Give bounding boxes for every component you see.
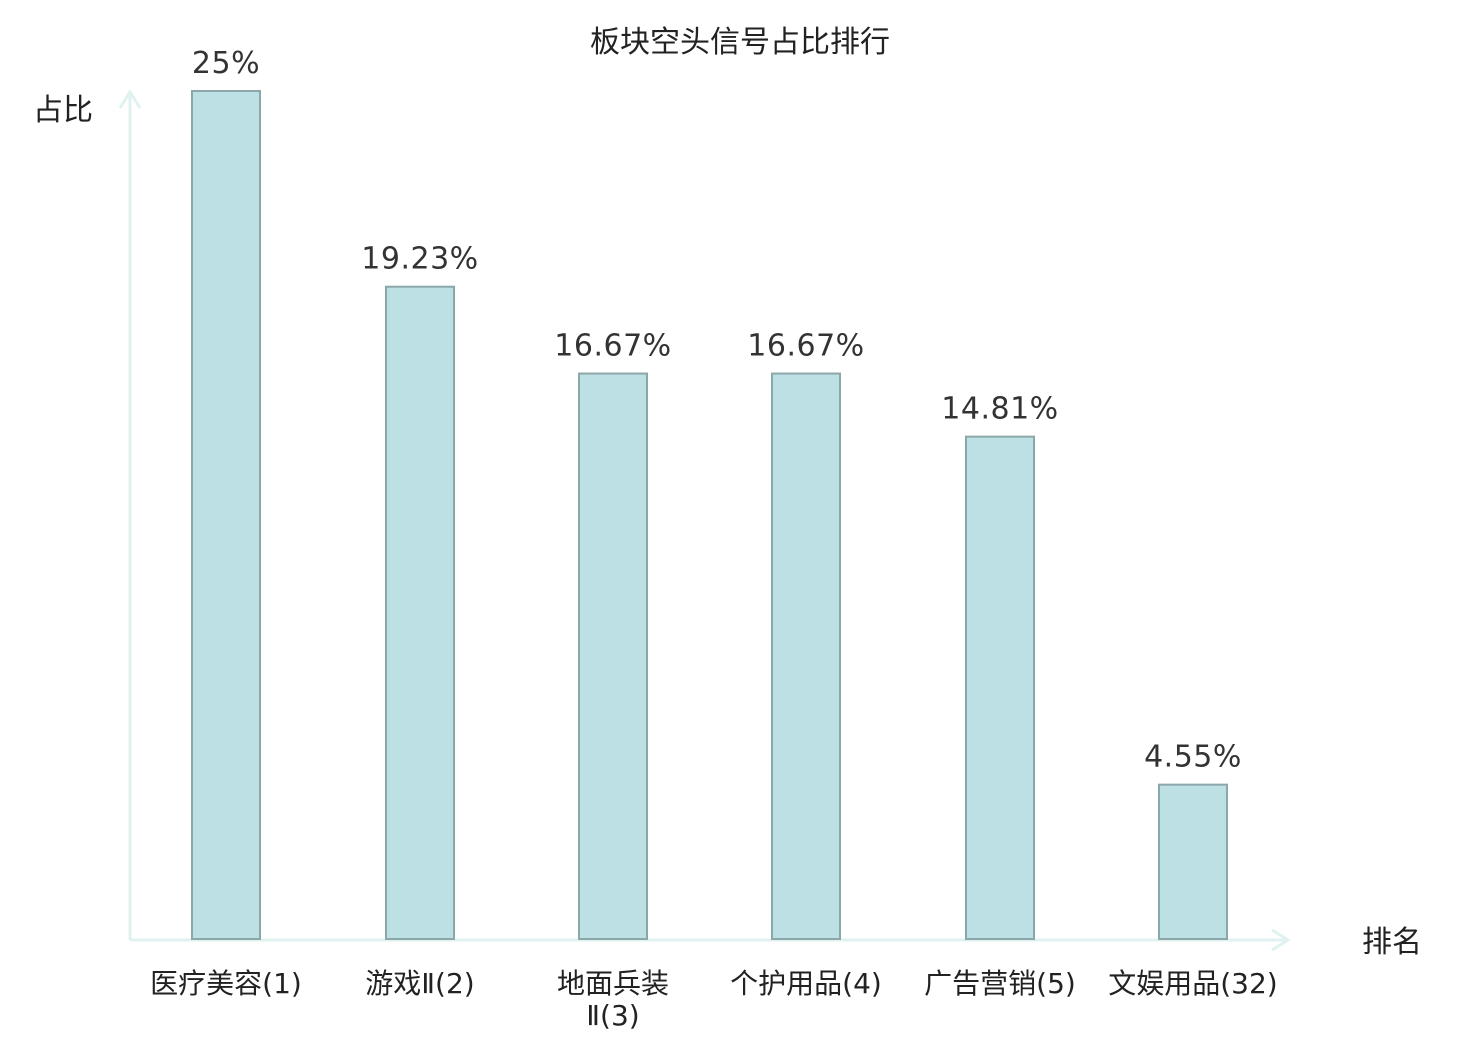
- bar-3: [578, 372, 648, 940]
- bar-value-label-1: 25%: [192, 46, 260, 81]
- bar-value-label-6: 4.55%: [1144, 740, 1242, 775]
- value-labels-group: 25% 19.23% 16.67% 16.67% 14.81% 4.55%: [192, 46, 1242, 775]
- bars-group: [191, 90, 1228, 941]
- bar-4: [771, 372, 841, 940]
- category-labels-group: 医疗美容(1) 游戏Ⅱ(2) 地面兵装 Ⅱ(3) 个护用品(4) 广告营销(5) 文娱用品(…: [150, 967, 1278, 1032]
- bar-6: [1158, 783, 1228, 940]
- category-label-6: 文娱用品(32): [1108, 967, 1277, 1000]
- chart-title: 板块空头信号占比排行: [590, 25, 890, 60]
- category-label-3: 地面兵装 Ⅱ(3): [557, 967, 669, 1032]
- bar-value-label-4: 16.67%: [747, 329, 864, 364]
- bar-5: [965, 435, 1035, 940]
- bar-2: [385, 285, 455, 941]
- bar-value-label-2: 19.23%: [361, 242, 478, 277]
- category-label-2: 游戏Ⅱ(2): [365, 967, 474, 1000]
- bar-1: [191, 90, 261, 940]
- category-label-1: 医疗美容(1): [150, 967, 302, 1000]
- bar-value-label-3: 16.67%: [554, 329, 671, 364]
- category-label-5: 广告营销(5): [924, 967, 1076, 1000]
- x-axis-arrow-icon: [1271, 928, 1291, 952]
- y-axis-arrow-icon: [118, 89, 142, 109]
- category-label-4: 个护用品(4): [730, 967, 882, 1000]
- x-axis-label: 排名: [1362, 925, 1422, 960]
- axes: [118, 89, 1291, 952]
- y-axis-label: 占比: [33, 93, 93, 128]
- bar-value-label-5: 14.81%: [941, 392, 1058, 427]
